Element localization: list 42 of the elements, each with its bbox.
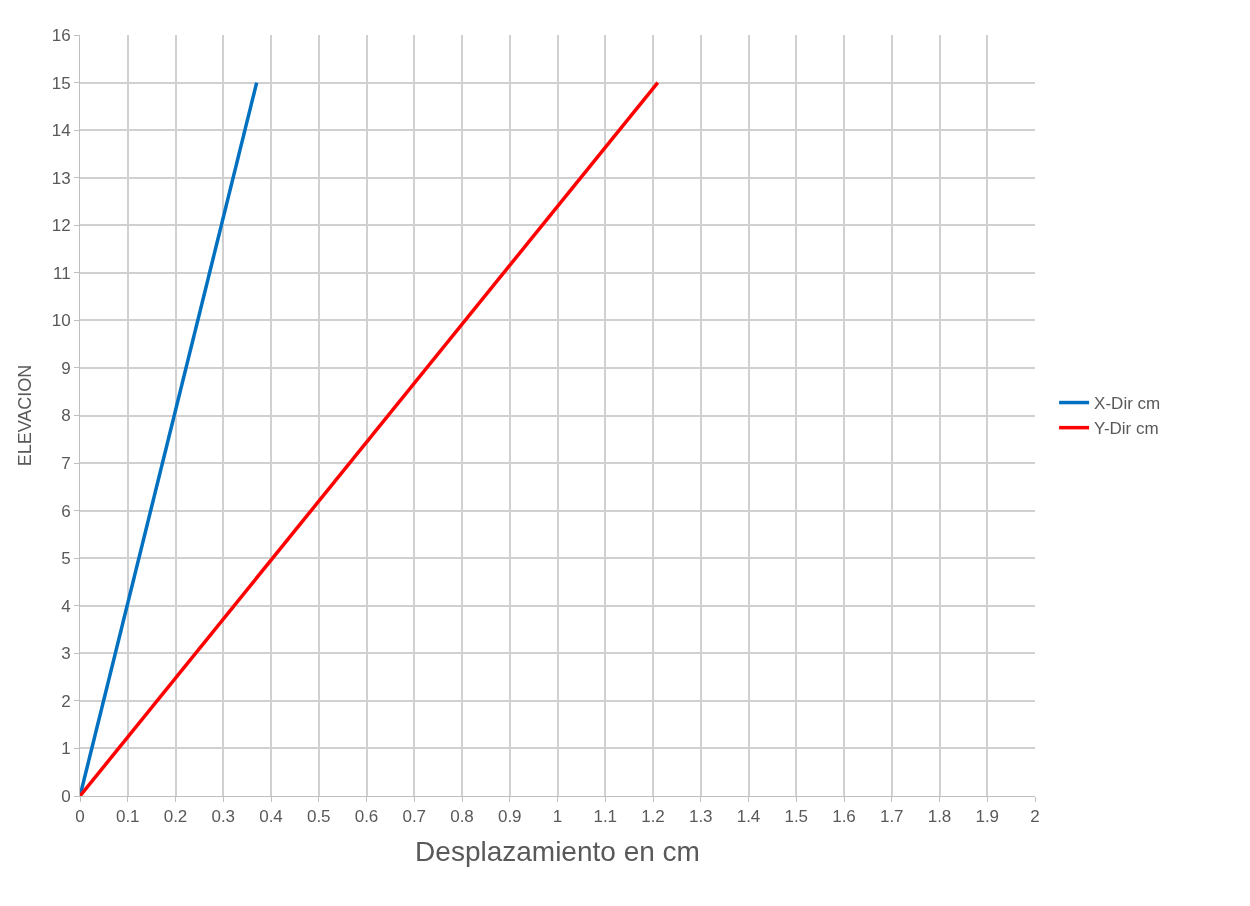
x-tick-label: 0.7 — [402, 807, 427, 827]
x-tick-label: 0 — [75, 807, 85, 827]
y-tick-label: 10 — [51, 311, 71, 331]
y-tick-label: 4 — [61, 596, 71, 616]
x-tick-label: 0.3 — [211, 807, 236, 827]
y-tick-label: 6 — [61, 501, 71, 521]
x-tick-label: 0.5 — [306, 807, 331, 827]
x-tick-label: 0.2 — [163, 807, 188, 827]
x-tick-label: 1.5 — [784, 807, 809, 827]
y-tick-label: 5 — [61, 549, 71, 569]
y-tick-label: 2 — [61, 691, 71, 711]
y-tick-label: 11 — [52, 263, 71, 283]
x-tick-label: 0.4 — [259, 807, 283, 827]
x-tick-label: 0.9 — [497, 807, 522, 827]
y-tick-label: 1 — [61, 739, 71, 759]
legend-label: X-Dir cm — [1094, 394, 1161, 414]
x-tick-label: 2 — [1030, 807, 1040, 827]
legend-label: Y-Dir cm — [1094, 419, 1159, 439]
x-tick-label: 1.6 — [832, 807, 856, 827]
x-tick-label: 1.2 — [641, 807, 665, 827]
y-tick-label: 7 — [61, 454, 71, 474]
x-tick-label: 1.9 — [975, 807, 1000, 827]
y-tick-label: 16 — [51, 25, 71, 45]
x-tick-label: 0.1 — [115, 807, 140, 827]
y-tick-label: 3 — [61, 644, 71, 664]
y-tick-label: 15 — [51, 73, 71, 93]
y-tick-label: 9 — [61, 358, 71, 378]
y-tick-label: 13 — [51, 168, 71, 188]
x-tick-label: 1.7 — [879, 807, 904, 827]
x-tick-label: 1 — [552, 807, 563, 827]
y-axis-title: ELEVACION — [14, 364, 35, 467]
x-tick-label: 1.4 — [736, 807, 761, 827]
x-tick-label: 1.8 — [927, 807, 952, 827]
y-tick-label: 14 — [51, 121, 71, 141]
y-tick-label: 0 — [61, 786, 71, 806]
y-tick-label: 12 — [51, 216, 71, 236]
x-tick-label: 1.1 — [593, 807, 618, 827]
x-tick-label: 0.6 — [354, 807, 379, 827]
x-tick-label: 0.8 — [450, 807, 474, 827]
x-tick-label: 1.3 — [688, 807, 713, 827]
x-axis-title: Desplazamiento en cm — [415, 835, 700, 867]
y-tick-label: 8 — [61, 406, 71, 426]
